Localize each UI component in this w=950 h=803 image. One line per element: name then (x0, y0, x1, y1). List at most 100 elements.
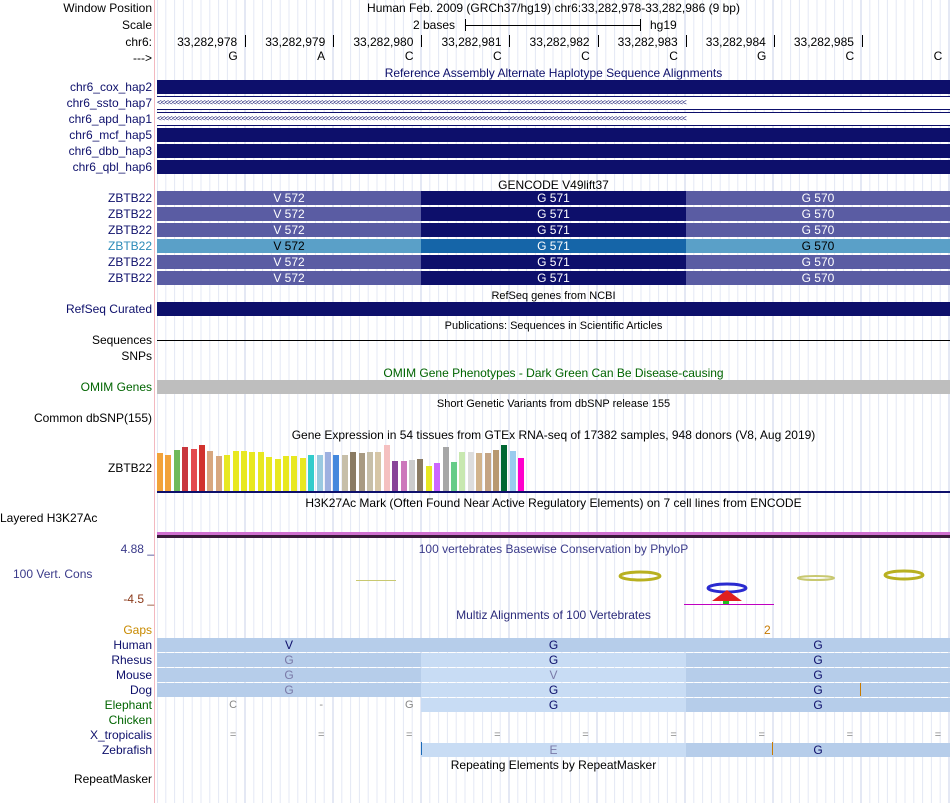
gtex-tissue-bar[interactable] (367, 452, 373, 491)
species-codon[interactable]: G (421, 683, 686, 697)
species-codon[interactable]: G (686, 653, 950, 667)
gtex-tissue-bar[interactable] (173, 450, 180, 491)
gtex-tissue-bar[interactable] (375, 452, 382, 491)
gtex-tissue-bar[interactable] (467, 452, 474, 491)
species-label[interactable]: Elephant (104, 698, 152, 712)
gtex-tissue-bar[interactable] (165, 455, 172, 491)
gtex-tissue-bar[interactable] (257, 452, 264, 491)
species-codon[interactable]: E (421, 743, 686, 757)
species-label[interactable]: Human (113, 638, 152, 652)
sequences-label[interactable]: Sequences (91, 333, 152, 347)
gtex-tissue-bar[interactable] (518, 458, 525, 491)
gtex-tissue-bar[interactable] (199, 445, 205, 491)
gtex-tissue-bar[interactable] (392, 461, 399, 491)
refseq-track-title[interactable]: RefSeq genes from NCBI (491, 290, 616, 302)
species-label[interactable]: Chicken (108, 713, 152, 727)
gtex-tissue-bar[interactable] (333, 455, 340, 491)
gtex-tissue-bar[interactable] (350, 452, 357, 491)
codon-cell[interactable]: V 572 (157, 255, 421, 269)
species-codon[interactable]: V (157, 638, 421, 652)
gtex-tissue-bar[interactable] (316, 455, 323, 491)
codon-cell[interactable]: V 572 (157, 239, 421, 253)
haplotype-track-title[interactable]: Reference Assembly Alternate Haplotype S… (384, 66, 723, 80)
phylop-label[interactable]: 100 Vert. Cons (13, 567, 93, 581)
gtex-tissue-bar[interactable] (341, 455, 348, 491)
gencode-label[interactable]: ZBTB22 (107, 223, 152, 237)
publications-track-title[interactable]: Publications: Sequences in Scientific Ar… (444, 320, 663, 332)
gtex-label[interactable]: ZBTB22 (107, 461, 152, 475)
haplotype-bar[interactable] (157, 80, 950, 94)
gtex-tissue-bar[interactable] (358, 453, 365, 491)
gtex-tissue-bar[interactable] (274, 459, 281, 491)
phylop-track-title[interactable]: 100 vertebrates Basewise Conservation by… (418, 542, 689, 556)
omim-label[interactable]: OMIM Genes (80, 380, 152, 394)
gtex-tissue-bar[interactable] (325, 452, 331, 491)
codon-cell[interactable]: V 572 (157, 271, 421, 285)
gtex-tissue-bar[interactable] (383, 445, 390, 491)
gtex-tissue-bar[interactable] (190, 449, 197, 491)
gtex-tissue-bar[interactable] (249, 452, 256, 491)
species-codon[interactable]: G (421, 698, 686, 712)
haplotype-label[interactable]: chr6_mcf_hap5 (69, 128, 152, 142)
repeatmasker-label[interactable]: RepeatMasker (73, 772, 152, 786)
codon-cell[interactable]: G 570 (686, 239, 950, 253)
gtex-tissue-bar[interactable] (291, 456, 298, 491)
gtex-tissue-bar[interactable] (215, 456, 222, 491)
codon-cell[interactable]: G 570 (686, 223, 950, 237)
codon-cell[interactable]: G 570 (686, 207, 950, 221)
species-codon[interactable]: V (421, 668, 686, 682)
gtex-tissue-bar[interactable] (241, 451, 247, 491)
gtex-tissue-bar[interactable] (425, 466, 432, 491)
gtex-tissue-bar[interactable] (476, 453, 483, 491)
species-codon[interactable]: G (686, 743, 950, 757)
gtex-tissue-bar[interactable] (224, 455, 231, 491)
species-label[interactable]: Mouse (115, 668, 152, 682)
gtex-tissue-bar[interactable] (157, 453, 163, 491)
omim-track-title[interactable]: OMIM Gene Phenotypes - Dark Green Can Be… (383, 366, 724, 380)
species-label[interactable]: Dog (129, 683, 152, 697)
haplotype-label[interactable]: chr6_apd_hap1 (68, 112, 152, 126)
omim-bar[interactable] (157, 380, 950, 394)
codon-cell[interactable]: G 570 (686, 255, 950, 269)
gtex-tissue-bar[interactable] (442, 447, 449, 491)
gencode-label[interactable]: ZBTB22 (107, 255, 152, 269)
multiz-track-title[interactable]: Multiz Alignments of 100 Vertebrates (456, 608, 651, 622)
refseq-label[interactable]: RefSeq Curated (65, 302, 152, 316)
gtex-tissue-bar[interactable] (509, 451, 516, 491)
gtex-tissue-bar[interactable] (417, 459, 424, 491)
dbsnp-track-title[interactable]: Short Genetic Variants from dbSNP releas… (436, 398, 671, 410)
gtex-tissue-bar[interactable] (484, 453, 491, 491)
species-codon[interactable]: G (421, 638, 686, 652)
codon-cell[interactable]: G 571 (421, 271, 686, 285)
refseq-bar[interactable] (157, 302, 950, 316)
gtex-tissue-bar[interactable] (207, 451, 214, 491)
codon-cell[interactable]: V 572 (157, 207, 421, 221)
haplotype-label[interactable]: chr6_ssto_hap7 (66, 96, 152, 110)
repeatmasker-track-title[interactable]: Repeating Elements by RepeatMasker (450, 758, 657, 772)
gtex-tissue-bar[interactable] (308, 455, 315, 491)
haplotype-bar[interactable] (157, 128, 950, 142)
dbsnp-label[interactable]: Common dbSNP(155) (33, 411, 152, 425)
codon-cell[interactable]: G 570 (686, 271, 950, 285)
gencode-label[interactable]: ZBTB22 (107, 239, 152, 253)
species-label[interactable]: X_tropicalis (89, 728, 152, 742)
gtex-tissue-bar[interactable] (451, 462, 457, 491)
haplotype-label[interactable]: chr6_cox_hap2 (69, 80, 152, 94)
haplotype-label[interactable]: chr6_qbl_hap6 (72, 160, 152, 174)
gtex-tissue-bar[interactable] (299, 458, 306, 491)
species-codon[interactable]: G (686, 683, 950, 697)
gtex-tissue-bar[interactable] (501, 445, 508, 491)
haplotype-bar[interactable]: <<<<<<<<<<<<<<<<<<<<<<<<<<<<<<<<<<<<<<<<… (157, 112, 950, 126)
codon-cell[interactable]: G 571 (421, 191, 686, 205)
gencode-track-title[interactable]: GENCODE V49lift37 (498, 178, 609, 192)
gtex-tissue-bar[interactable] (400, 461, 407, 491)
gtex-track-title[interactable]: Gene Expression in 54 tissues from GTEx … (291, 428, 816, 442)
species-codon[interactable]: G (157, 683, 421, 697)
gencode-label[interactable]: ZBTB22 (107, 191, 152, 205)
haplotype-bar[interactable]: <<<<<<<<<<<<<<<<<<<<<<<<<<<<<<<<<<<<<<<<… (157, 96, 950, 110)
species-codon[interactable]: G (157, 653, 421, 667)
haplotype-bar[interactable] (157, 144, 950, 158)
gtex-tissue-bar[interactable] (182, 447, 189, 491)
gtex-tissue-bar[interactable] (232, 451, 239, 491)
snps-label[interactable]: SNPs (121, 349, 152, 363)
